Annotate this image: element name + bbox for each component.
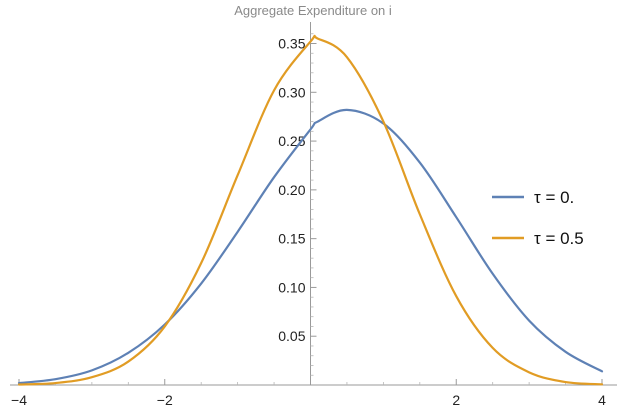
legend-label-tau-0-5: τ = 0.5 bbox=[534, 229, 584, 248]
series-line-tau-0 bbox=[17, 108, 604, 385]
y-tick-label: 0.15 bbox=[278, 231, 305, 247]
legend-label-tau-0: τ = 0. bbox=[534, 188, 574, 207]
x-tick-label: 2 bbox=[452, 392, 460, 408]
x-tick-label: −2 bbox=[157, 392, 173, 408]
y-tick-label: 0.35 bbox=[278, 36, 305, 52]
ticks: −4 −2 2 40.050.100.150.200.250.300.35 bbox=[11, 33, 606, 408]
series-layer bbox=[17, 34, 604, 386]
y-tick-label: 0.20 bbox=[278, 182, 305, 198]
y-tick-label: 0.30 bbox=[278, 84, 305, 100]
y-tick-label: 0.10 bbox=[278, 279, 305, 295]
chart-title: Aggregate Expenditure on i bbox=[234, 3, 392, 18]
series-line-tau-0-5 bbox=[17, 34, 604, 386]
legend: τ = 0. τ = 0.5 bbox=[492, 188, 584, 248]
x-tick-label: −4 bbox=[11, 392, 27, 408]
y-tick-label: 0.05 bbox=[278, 328, 305, 344]
axes bbox=[10, 22, 617, 386]
x-tick-label: 4 bbox=[598, 392, 606, 408]
